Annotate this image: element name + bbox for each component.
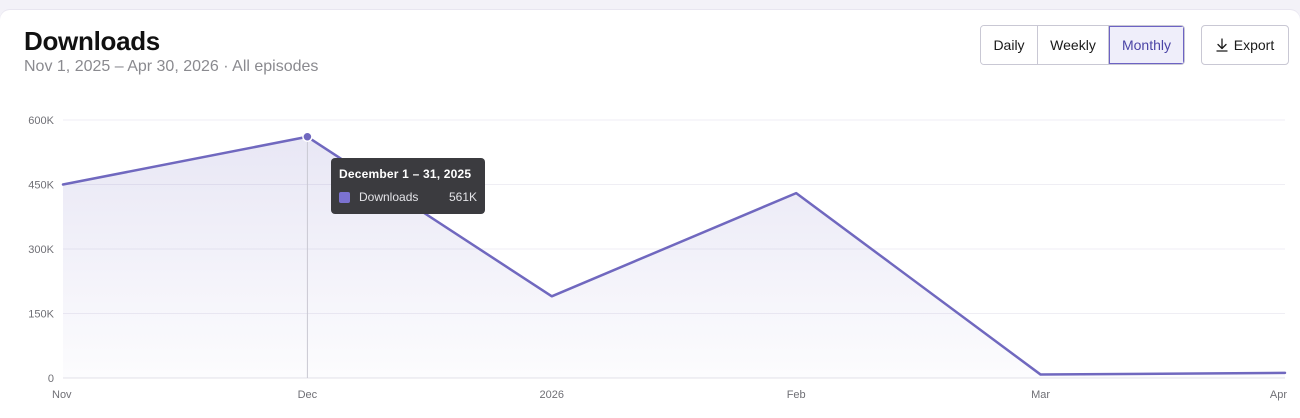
tooltip-value: 561K (448, 190, 477, 204)
export-button[interactable]: Export (1201, 25, 1289, 65)
x-tick-label: Nov (52, 389, 72, 401)
x-tick-label: Mar (1031, 389, 1050, 401)
monthly-button[interactable]: Monthly (1108, 26, 1184, 64)
download-icon (1216, 38, 1228, 52)
date-range-subtitle: Nov 1, 2025 – Apr 30, 2026 · All episode… (24, 58, 319, 75)
tooltip-title: December 1 – 31, 2025 (339, 167, 472, 181)
tooltip-series-name: Downloads (359, 190, 419, 204)
y-tick-label: 300K (28, 244, 54, 256)
x-tick-label: Dec (298, 389, 318, 401)
downloads-area-fill (63, 136, 1285, 378)
downloads-series-line (61, 135, 1287, 376)
hover-point (302, 131, 313, 143)
x-tick-label: Feb (787, 389, 806, 401)
y-tick-label: 600K (28, 115, 54, 127)
export-label: Export (1233, 37, 1275, 53)
chart-tooltip: December 1 – 31, 2025 Downloads 561K (331, 158, 485, 214)
series-swatch (339, 191, 350, 203)
page-title: Downloads (24, 26, 160, 56)
y-tick-label: 0 (48, 373, 54, 385)
period-toggle: Daily Weekly Monthly (980, 25, 1185, 65)
y-tick-label: 450K (28, 180, 54, 192)
daily-button[interactable]: Daily (981, 26, 1037, 64)
x-tick-label: 2026 (540, 389, 564, 401)
x-tick-label: Apr (1270, 389, 1287, 401)
y-tick-label: 150K (28, 309, 54, 321)
weekly-button[interactable]: Weekly (1037, 26, 1108, 64)
